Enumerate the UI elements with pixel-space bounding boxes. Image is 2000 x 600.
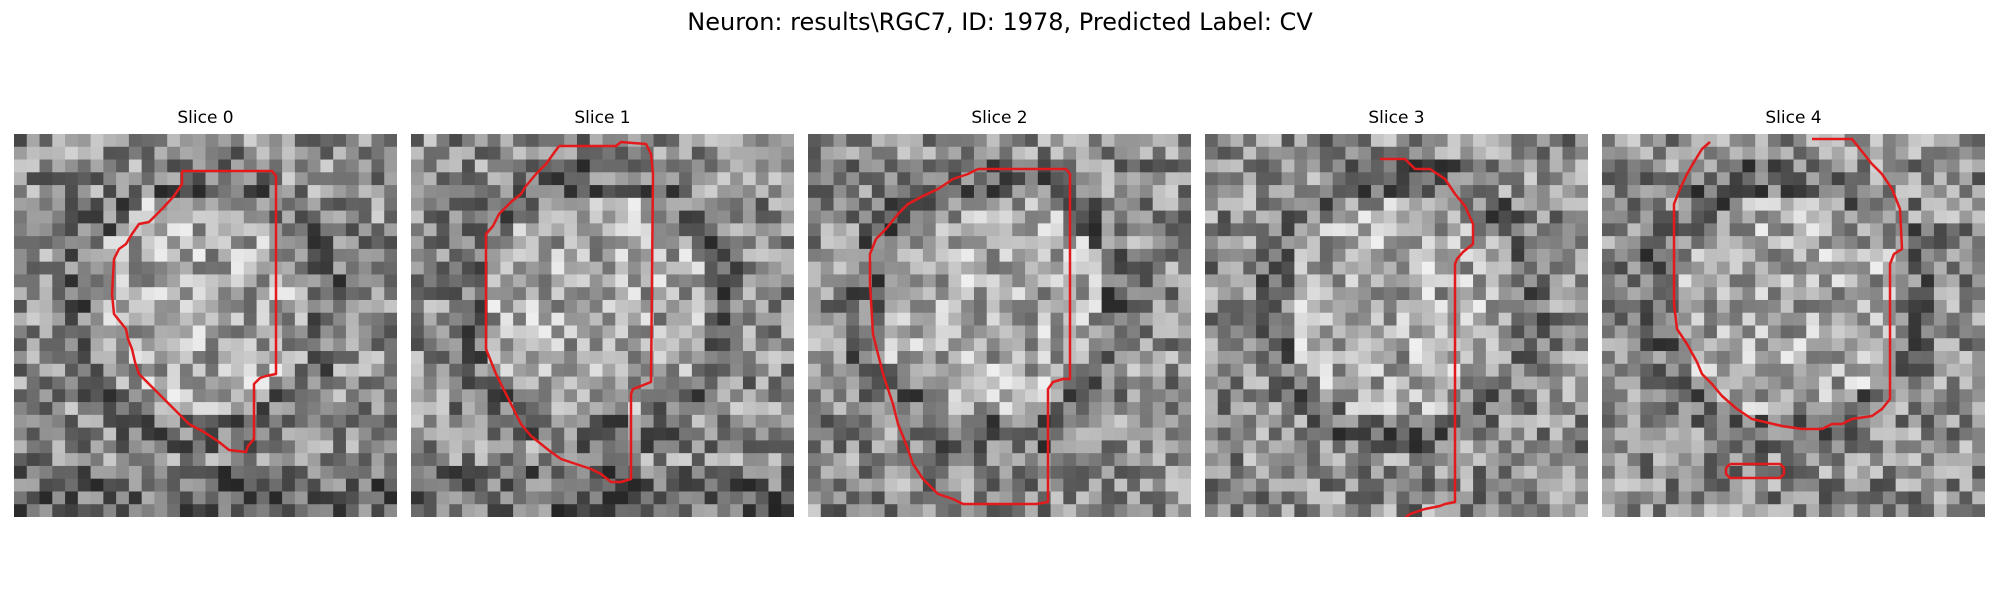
slice-panel-3: Slice 3 bbox=[1205, 108, 1588, 517]
slice-image-2 bbox=[808, 134, 1191, 517]
contour-4-1 bbox=[1724, 462, 1786, 480]
contour-1-0 bbox=[484, 140, 655, 484]
slice-title-1: Slice 1 bbox=[574, 108, 631, 128]
slice-image-3 bbox=[1205, 134, 1588, 517]
slice-panel-0: Slice 0 bbox=[14, 108, 397, 517]
contour-3-1 bbox=[1404, 513, 1411, 517]
slice-title-2: Slice 2 bbox=[971, 108, 1028, 128]
contour-3-0 bbox=[1380, 157, 1475, 516]
slice-panel-2: Slice 2 bbox=[808, 108, 1191, 517]
slice-image-4 bbox=[1602, 134, 1985, 517]
slice-panel-1: Slice 1 bbox=[411, 108, 794, 517]
contour-0-0 bbox=[110, 169, 278, 454]
contour-4-0 bbox=[1672, 137, 1904, 431]
contour-2-0 bbox=[868, 167, 1072, 506]
slice-image-0 bbox=[14, 134, 397, 517]
slice-title-3: Slice 3 bbox=[1368, 108, 1425, 128]
slice-title-0: Slice 0 bbox=[177, 108, 234, 128]
slice-panel-4: Slice 4 bbox=[1602, 108, 1985, 517]
slice-title-4: Slice 4 bbox=[1765, 108, 1822, 128]
figure-title: Neuron: results\RGC7, ID: 1978, Predicte… bbox=[687, 8, 1313, 36]
slice-image-1 bbox=[411, 134, 794, 517]
